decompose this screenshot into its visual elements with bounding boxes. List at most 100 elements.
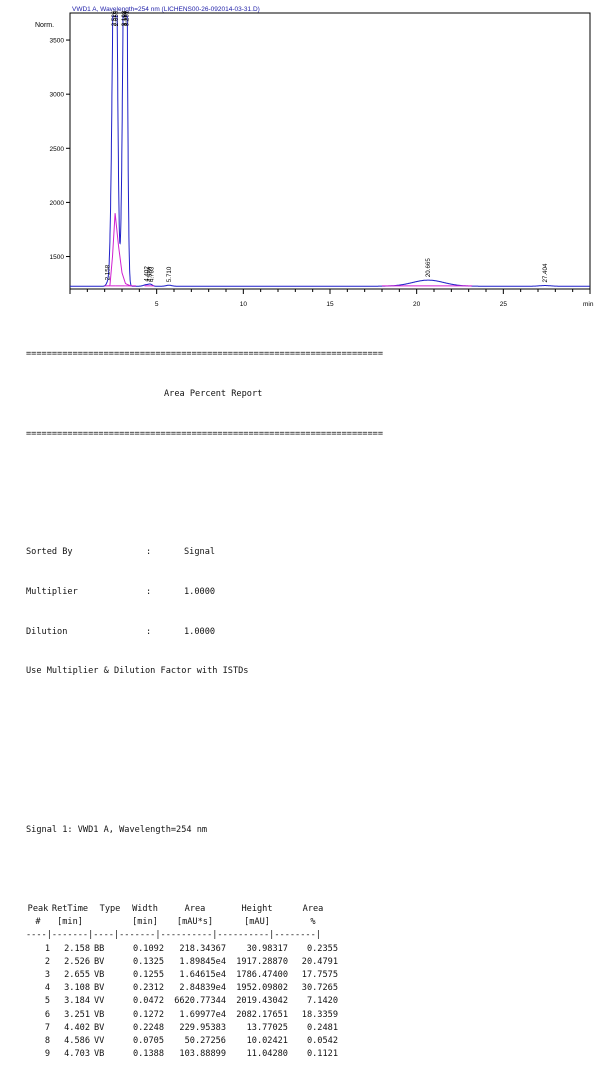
chart-title: VWD1 A, Wavelength=254 nm (LICHENS00-26-…	[72, 6, 260, 13]
table-cell: 0.1255	[132, 969, 164, 980]
unit-width: [min]	[132, 917, 158, 928]
table-cell: 6620.77344	[174, 996, 226, 1007]
peak-table: Peak RetTime Type Width Area Height Area…	[26, 903, 338, 1061]
area-percent-report: ========================================…	[26, 322, 383, 1075]
peak-table-units: # [min] [min] [mAU*s] [mAU] %	[26, 916, 338, 929]
table-cell: 3.184	[64, 996, 90, 1007]
setting-sorted-by: Sorted By: Signal	[26, 546, 383, 559]
table-cell: 1952.09802	[236, 983, 288, 994]
report-title-text: Area Percent Report	[164, 389, 263, 400]
y-tick-label: 2500	[50, 146, 65, 153]
table-cell: 218.34367	[179, 943, 226, 954]
header-area: Area	[184, 903, 206, 914]
chromatogram-chart: VWD1 A, Wavelength=254 nm (LICHENS00-26-…	[35, 6, 594, 308]
table-cell: 1917.28870	[236, 956, 288, 967]
peak-label: 27.404	[542, 263, 549, 282]
table-cell: 20.4791	[301, 956, 338, 967]
table-cell: BB	[94, 943, 105, 954]
table-cell: 3.108	[64, 983, 90, 994]
table-cell: 18.3359	[301, 1009, 338, 1020]
table-cell: 0.2312	[132, 983, 164, 994]
peak-label: 4.402	[143, 266, 150, 282]
header-width: Width	[132, 903, 158, 914]
table-row: 7 4.402 BV 0.2248 229.95383 13.77025 0.2481	[26, 1022, 338, 1035]
setting-label: Sorted By	[26, 547, 73, 558]
header-type: Type	[99, 903, 121, 914]
y-tick-label: 3500	[50, 38, 65, 45]
x-tick-label: 20	[413, 301, 421, 308]
setting-colon: :	[146, 587, 152, 598]
signal-trace	[70, 15, 590, 287]
signal-heading: Signal 1: VWD1 A, Wavelength=254 nm	[26, 824, 208, 835]
table-cell: 2.158	[64, 943, 90, 954]
table-row: 9 4.703 VB 0.1388 103.88899 11.04280 0.1121	[26, 1048, 338, 1061]
table-cell: 1786.47400	[236, 969, 288, 980]
table-cell: VB	[94, 1049, 105, 1060]
table-cell: 2082.17651	[236, 1009, 288, 1020]
table-cell: 7.1420	[306, 996, 338, 1007]
table-row: 2 2.526 BV 0.1325 1.89845e4 1917.28870 20.4791	[26, 956, 338, 969]
x-tick-label: 10	[240, 301, 248, 308]
unit-height: [mAU]	[244, 917, 270, 928]
x-tick-label: 25	[500, 301, 508, 308]
table-cell: 2.655	[64, 969, 90, 980]
table-cell: 0.1325	[132, 956, 164, 967]
x-axis-label: min	[583, 301, 594, 308]
table-cell: 229.95383	[179, 1022, 226, 1033]
header-height: Height	[241, 903, 273, 914]
peak-label: 5.710	[166, 266, 173, 282]
setting-colon: :	[146, 626, 152, 637]
table-cell: 5	[44, 996, 50, 1007]
table-cell: 2019.43042	[236, 996, 288, 1007]
table-cell: 3	[44, 969, 50, 980]
table-cell: 1	[44, 943, 50, 954]
setting-multiplier: Multiplier: 1.0000	[26, 586, 383, 599]
table-cell: 4.402	[64, 1022, 90, 1033]
table-cell: 8	[44, 1035, 50, 1046]
table-cell: 30.7265	[301, 983, 338, 994]
report-title: Area Percent Report	[26, 388, 383, 401]
table-cell: 2.84839e4	[179, 983, 226, 994]
peak-label: 4.703	[149, 266, 156, 282]
table-cell: VB	[94, 969, 105, 980]
table-cell: 7	[44, 1022, 50, 1033]
table-row: 6 3.251 VB 0.1272 1.69977e4 2082.17651 18.3359	[26, 1009, 338, 1022]
table-cell: VV	[94, 996, 105, 1007]
table-cell: BV	[94, 983, 105, 994]
peak-label: 4.586	[146, 266, 153, 282]
table-cell: 0.2481	[306, 1022, 338, 1033]
table-row: 5 3.184 VV 0.0472 6620.77344 2019.43042 7.1420	[26, 995, 338, 1008]
table-rule: ----|-------|----|-------|----------|---…	[26, 930, 321, 941]
table-cell: 11.04280	[246, 1049, 288, 1060]
table-cell: 4	[44, 983, 50, 994]
table-cell: 0.1121	[306, 1049, 338, 1060]
table-cell: 0.0542	[306, 1035, 338, 1046]
table-cell: 50.27256	[184, 1035, 226, 1046]
header-peak: Peak	[27, 903, 49, 914]
table-cell: BV	[94, 956, 105, 967]
table-cell: VV	[94, 1035, 105, 1046]
plot-frame	[69, 12, 591, 290]
peak-label: 2.158	[104, 264, 111, 280]
table-row: 8 4.586 VV 0.0705 50.27256 10.02421 0.0542	[26, 1035, 338, 1048]
setting-label: Multiplier	[26, 587, 78, 598]
integration-curve	[109, 213, 131, 287]
table-cell: 1.64615e4	[179, 969, 226, 980]
peak-label: 20.665	[425, 258, 432, 277]
separator-top: ========================================…	[26, 349, 383, 360]
table-cell: 4.586	[64, 1035, 90, 1046]
table-cell: 13.77025	[246, 1022, 288, 1033]
unit-area-pct: %	[310, 917, 316, 928]
istd-note: Use Multiplier & Dilution Factor with IS…	[26, 666, 249, 677]
table-cell: 2	[44, 956, 50, 967]
setting-value: 1.0000	[184, 587, 216, 598]
table-cell: 1.69977e4	[179, 1009, 226, 1020]
unit-peak: #	[35, 917, 41, 928]
table-cell: 17.7575	[301, 969, 338, 980]
header-rettime: RetTime	[51, 903, 89, 914]
setting-value: 1.0000	[184, 626, 216, 637]
setting-label: Dilution	[26, 626, 68, 637]
y-tick-label: 3000	[50, 92, 65, 99]
table-cell: 4.703	[64, 1049, 90, 1060]
peak-label: 3.251	[123, 10, 130, 26]
